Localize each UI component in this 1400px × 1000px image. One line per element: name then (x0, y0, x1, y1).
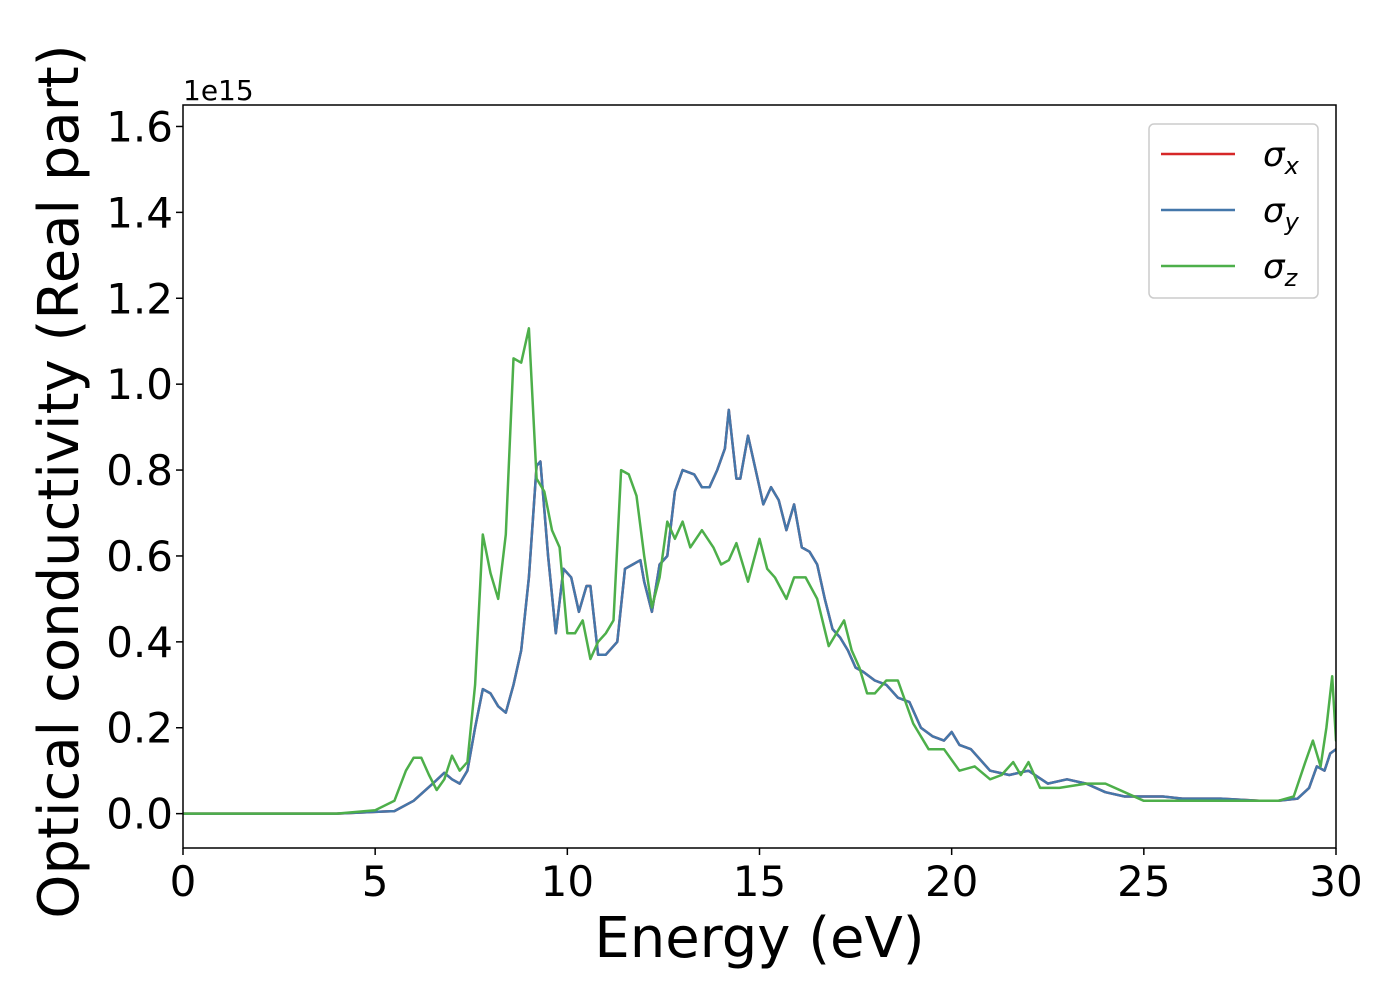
x-tick-label: 5 (362, 857, 389, 906)
legend-label-z: σz (1263, 247, 1299, 292)
legend-label-x: σx (1263, 135, 1300, 180)
series-line-y (183, 408, 1336, 815)
x-tick-label: 20 (925, 857, 978, 906)
y-tick-label: 0.2 (106, 704, 173, 753)
y-tick-label: 1.0 (106, 360, 173, 409)
plot-frame (182, 104, 1337, 849)
x-tick-label: 25 (1117, 857, 1170, 906)
x-axis-ticks: 0 5 10 15 20 25 30 (170, 848, 1363, 906)
y-axis-label: Optical conductivity (Real part) (27, 44, 92, 918)
x-axis-label: Energy (eV) (594, 906, 924, 971)
legend: σx σy σz (1148, 123, 1319, 299)
x-tick-label: 15 (733, 857, 786, 906)
y-tick-label: 0.6 (106, 532, 173, 581)
y-axis-ticks: 0.0 0.2 0.4 0.6 0.8 1.0 1.2 1.4 1.6 (106, 102, 183, 839)
y-tick-label: 0.8 (106, 446, 173, 495)
y-tick-label: 0.4 (106, 618, 173, 667)
x-tick-label: 10 (541, 857, 594, 906)
x-tick-label: 30 (1309, 857, 1362, 906)
y-tick-label: 0.0 (106, 790, 173, 839)
series-line-x (183, 408, 1336, 815)
legend-label-y: σy (1263, 191, 1300, 236)
y-tick-label: 1.2 (106, 274, 173, 323)
series-line-z (183, 327, 1336, 815)
y-tick-label: 1.4 (106, 188, 173, 237)
y-tick-label: 1.6 (106, 102, 173, 151)
y-offset-text: 1e15 (183, 74, 254, 107)
plot-lines (183, 327, 1336, 815)
x-tick-label: 0 (170, 857, 197, 906)
